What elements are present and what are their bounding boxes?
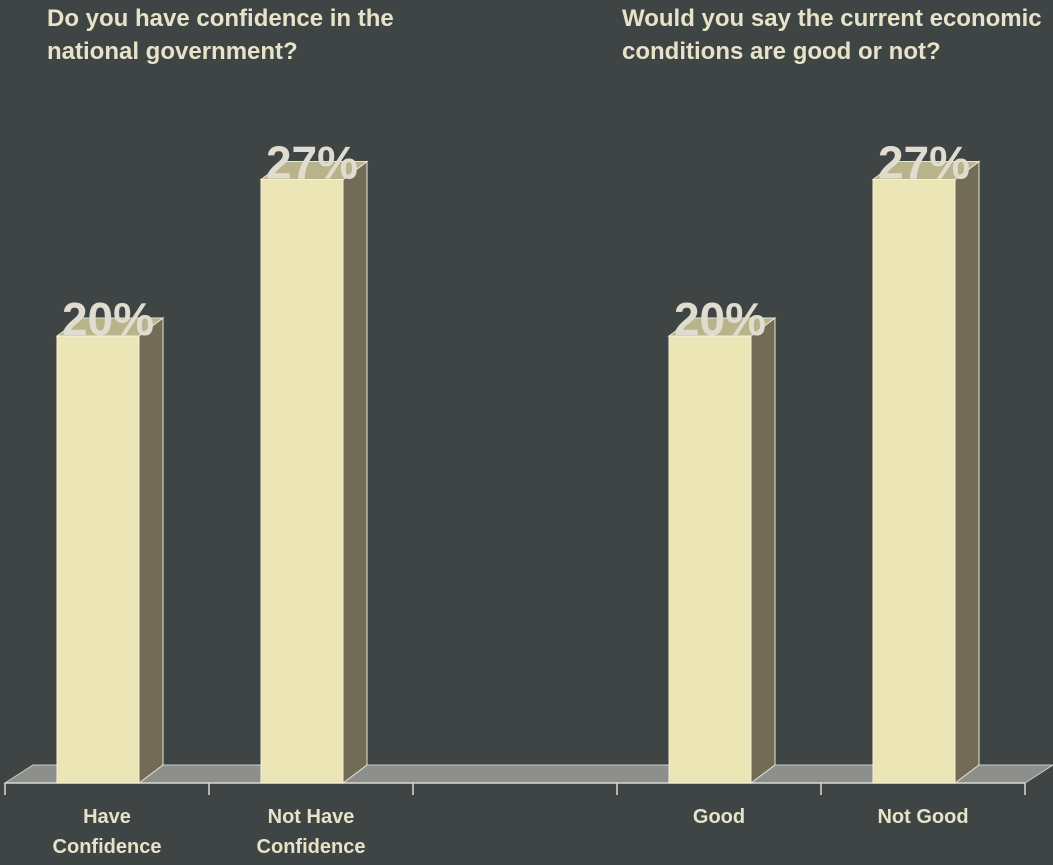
bar (56, 335, 140, 784)
question-economic-conditions: Would you say the current economic condi… (622, 5, 1042, 65)
x-tick-label: Confidence (53, 836, 162, 858)
x-tick-label: Not Good (877, 806, 968, 828)
bar-side (750, 317, 776, 784)
x-tick-label: Not Have (268, 806, 355, 828)
bar (668, 335, 752, 784)
bar-side (342, 160, 368, 784)
bar (872, 179, 956, 784)
bar-side (138, 317, 164, 784)
data-label: 20% (674, 293, 766, 345)
bar (260, 179, 344, 784)
data-label: 27% (266, 137, 358, 189)
data-label: 27% (878, 137, 970, 189)
question-confidence-government: Do you have confidence in the national g… (47, 5, 394, 65)
bar-side (954, 160, 980, 784)
data-label: 20% (62, 293, 154, 345)
x-tick-label: Good (693, 806, 745, 828)
x-tick-label: Have (83, 806, 131, 828)
x-tick-label: Confidence (257, 836, 366, 858)
